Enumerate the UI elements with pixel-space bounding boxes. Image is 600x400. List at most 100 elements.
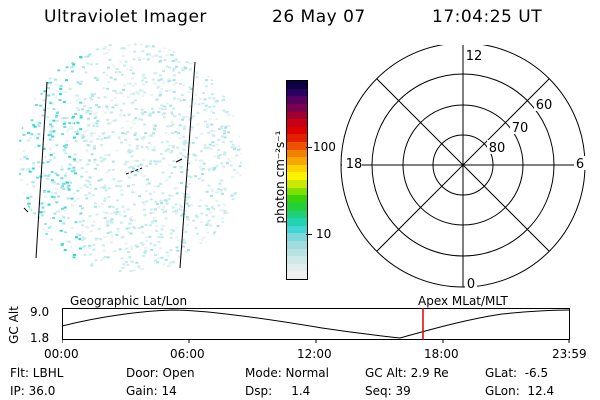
uv-pixel <box>172 160 176 162</box>
uv-pixel <box>222 48 226 51</box>
uv-pixel <box>111 205 115 208</box>
uv-pixel <box>209 194 213 197</box>
uv-pixel <box>154 254 157 257</box>
uv-pixel <box>194 159 198 162</box>
uv-pixel <box>54 183 58 186</box>
uv-pixel <box>107 135 111 138</box>
uv-pixel <box>144 189 148 192</box>
uv-pixel <box>109 76 113 79</box>
uv-pixel <box>190 55 194 58</box>
uv-pixel <box>122 84 126 87</box>
uv-pixel <box>215 165 219 168</box>
uv-pixel <box>211 215 215 218</box>
uv-pixel <box>145 200 149 203</box>
uv-pixel <box>160 141 164 144</box>
uv-pixel <box>127 251 131 253</box>
uv-pixel <box>106 256 110 259</box>
uv-pixel <box>150 93 154 96</box>
uv-pixel <box>97 135 101 138</box>
uv-pixel <box>52 48 56 51</box>
uv-pixel <box>74 94 78 96</box>
uv-pixel <box>217 154 221 157</box>
uv-pixel <box>72 158 76 161</box>
mlt-label-0: 0 <box>467 277 475 290</box>
uv-pixel <box>47 203 51 206</box>
uv-pixel <box>125 120 129 123</box>
uv-pixel <box>149 242 153 245</box>
uv-pixel <box>92 147 96 150</box>
uv-pixel <box>221 273 224 274</box>
uv-pixel <box>189 129 193 131</box>
uv-pixel <box>165 102 169 105</box>
lat-label-70: 70 <box>512 121 529 136</box>
uv-pixel <box>179 152 183 155</box>
uv-pixel <box>222 260 226 263</box>
uv-pixel <box>70 49 74 52</box>
uv-pixel <box>60 117 64 120</box>
uv-pixel <box>50 139 54 142</box>
uv-pixel <box>171 194 175 197</box>
uv-pixel <box>108 205 112 208</box>
uv-pixel <box>167 77 171 80</box>
uv-pixel <box>144 246 148 249</box>
uv-pixel <box>124 242 128 245</box>
uv-pixel <box>231 209 235 212</box>
uv-pixel <box>21 203 25 206</box>
uv-pixel <box>206 52 210 55</box>
uv-pixel <box>95 237 99 240</box>
uv-pixel <box>68 87 72 90</box>
uv-pixel <box>205 241 209 244</box>
uv-pixel <box>175 82 179 84</box>
uv-pixel <box>101 244 105 247</box>
uv-pixel <box>64 252 68 255</box>
uv-pixel <box>24 62 28 64</box>
uv-pixel <box>27 139 31 142</box>
uv-pixel <box>178 203 182 206</box>
uv-pixel <box>229 218 233 220</box>
uv-pixel <box>211 273 215 274</box>
uv-pixel <box>217 139 221 141</box>
uv-pixel <box>79 128 83 131</box>
uv-pixel <box>72 65 76 68</box>
uv-pixel <box>218 256 222 259</box>
uv-pixel <box>108 58 112 61</box>
uv-pixel <box>97 106 101 108</box>
uv-pixel <box>34 226 38 229</box>
uv-pixel <box>60 57 64 60</box>
uv-pixel <box>168 262 172 265</box>
uv-pixel <box>237 205 241 208</box>
uv-pixel <box>96 77 100 80</box>
uv-pixel <box>52 196 56 199</box>
uv-pixel <box>198 97 202 100</box>
uv-pixel <box>87 125 90 128</box>
uv-pixel <box>60 186 64 189</box>
uv-pixel <box>182 50 186 53</box>
uv-pixel <box>158 107 162 110</box>
colorbar-segment <box>287 180 307 188</box>
uv-pixel <box>76 189 80 192</box>
uv-pixel <box>88 176 92 179</box>
uv-pixel <box>158 74 162 77</box>
uv-pixel <box>55 187 58 190</box>
uv-pixel <box>65 79 68 82</box>
uv-pixel <box>121 132 125 135</box>
uv-pixel <box>184 230 188 233</box>
uv-pixel <box>118 138 122 141</box>
uv-pixel <box>212 105 216 108</box>
uv-pixel <box>68 181 72 184</box>
uv-pixel <box>230 48 234 51</box>
uv-pixel <box>64 152 68 155</box>
colorbar-segment <box>287 233 307 241</box>
uv-pixel <box>51 135 55 138</box>
uv-pixel <box>201 247 205 250</box>
mlt-label-18: 18 <box>346 157 363 172</box>
uv-pixel <box>232 59 236 62</box>
mlt-label-12: 12 <box>466 49 483 64</box>
colorbar-segment <box>287 195 307 203</box>
uv-pixel <box>239 250 242 253</box>
uv-pixel <box>43 79 47 82</box>
uv-pixel <box>161 205 165 208</box>
uv-pixel <box>81 231 85 234</box>
uv-pixel <box>195 76 199 79</box>
uv-pixel <box>68 122 72 125</box>
